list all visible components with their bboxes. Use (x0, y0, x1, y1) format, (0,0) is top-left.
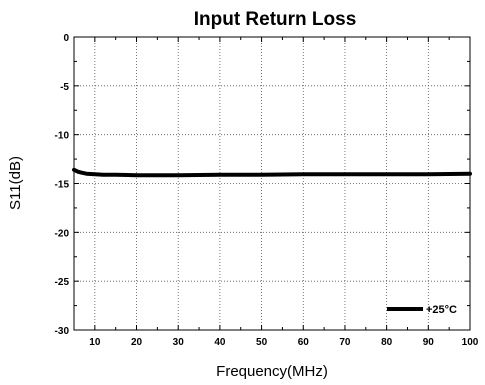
x-tick-label: 40 (214, 337, 226, 348)
x-tick-label: 50 (256, 337, 268, 348)
y-tick-label: -25 (55, 277, 70, 288)
x-tick-label: 90 (423, 337, 435, 348)
y-tick-label: -15 (55, 180, 70, 191)
y-tick-label: -30 (55, 326, 70, 337)
x-tick-label: 80 (381, 337, 393, 348)
x-tick-label: 70 (339, 337, 351, 348)
series-line-25c (72, 167, 472, 178)
chart-title: Input Return Loss (194, 9, 357, 30)
y-tick-label: -10 (55, 131, 70, 142)
x-tick-label: 20 (131, 337, 143, 348)
x-tick-label: 60 (298, 337, 310, 348)
legend-label: +25°C (426, 304, 457, 316)
x-tick-label: 100 (462, 337, 479, 348)
y-axis: 0 -5 -10 -15 -20 -25 -30 (55, 33, 470, 337)
grid (74, 37, 470, 330)
y-tick-label: -20 (55, 228, 70, 239)
y-tick-label: -5 (60, 82, 69, 93)
x-tick-label: 30 (173, 337, 185, 348)
legend: +25°C (387, 304, 457, 316)
x-axis-title: Frequency(MHz) (216, 363, 328, 380)
y-tick-label: 0 (63, 33, 69, 44)
y-axis-title: S11(dB) (7, 156, 24, 210)
x-tick-label: 10 (89, 337, 101, 348)
x-axis: 10 20 30 40 50 60 70 80 90 100 (89, 37, 479, 348)
